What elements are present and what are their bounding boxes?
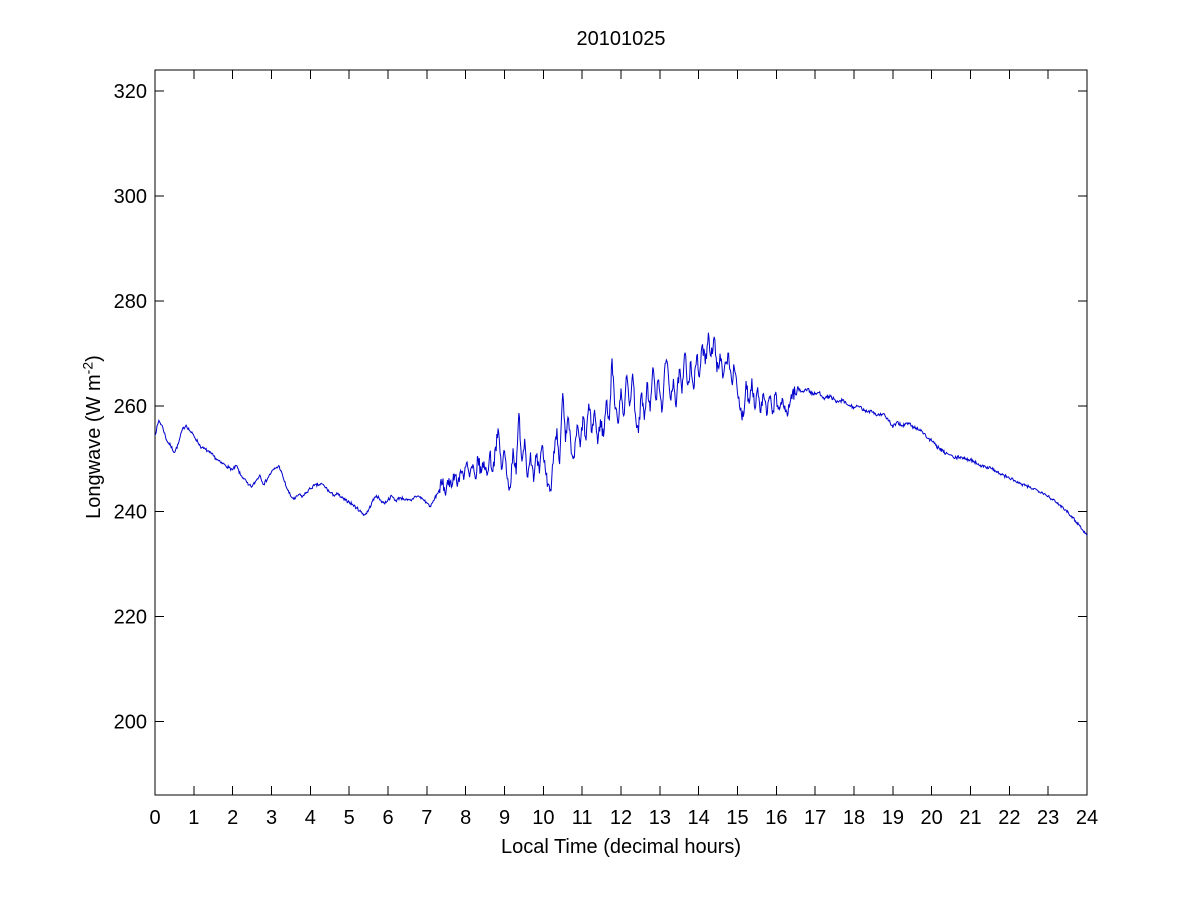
x-tick-label: 24	[1076, 807, 1098, 829]
x-tick-label: 18	[843, 807, 865, 829]
x-tick-label: 9	[499, 807, 510, 829]
y-axis-label: Longwave (W m-2)	[79, 237, 109, 637]
x-tick-label: 1	[188, 807, 199, 829]
x-tick-label: 3	[266, 807, 277, 829]
x-tick-label: 2	[227, 807, 238, 829]
x-tick-label: 0	[149, 807, 160, 829]
chart-title: 20101025	[576, 28, 666, 50]
data-line	[154, 332, 1088, 536]
x-tick-label: 21	[959, 807, 981, 829]
x-tick-label: 15	[726, 807, 748, 829]
x-tick-label: 6	[382, 807, 393, 829]
y-axis-label-text: Longwave (W m	[83, 374, 105, 519]
x-tick-label: 7	[421, 807, 432, 829]
axes-box	[154, 69, 1088, 796]
x-tick-label: 22	[998, 807, 1020, 829]
y-tick-label: 220	[114, 606, 147, 628]
y-axis-label-suffix: )	[83, 355, 105, 362]
x-tick-label: 8	[460, 807, 471, 829]
y-tick-label: 200	[114, 711, 147, 733]
x-tick-label: 17	[804, 807, 826, 829]
x-tick-label: 23	[1037, 807, 1059, 829]
x-tick-label: 11	[572, 807, 593, 829]
y-tick-label: 300	[114, 186, 147, 208]
x-axis-label: Local Time (decimal hours)	[500, 836, 742, 858]
x-tick-label: 14	[688, 807, 710, 829]
x-tick-label: 13	[649, 807, 671, 829]
y-tick-label: 280	[114, 291, 147, 313]
x-tick-label: 19	[882, 807, 904, 829]
y-tick-label: 260	[114, 396, 147, 418]
y-tick-label: 320	[114, 81, 147, 103]
x-tick-label: 4	[305, 807, 316, 829]
x-tick-label: 20	[921, 807, 943, 829]
y-axis-label-superscript: -2	[79, 361, 96, 375]
y-tick-label: 240	[114, 501, 147, 523]
x-tick-label: 16	[765, 807, 787, 829]
x-tick-label: 10	[532, 807, 554, 829]
x-tick-label: 5	[344, 807, 355, 829]
x-tick-label: 12	[610, 807, 632, 829]
